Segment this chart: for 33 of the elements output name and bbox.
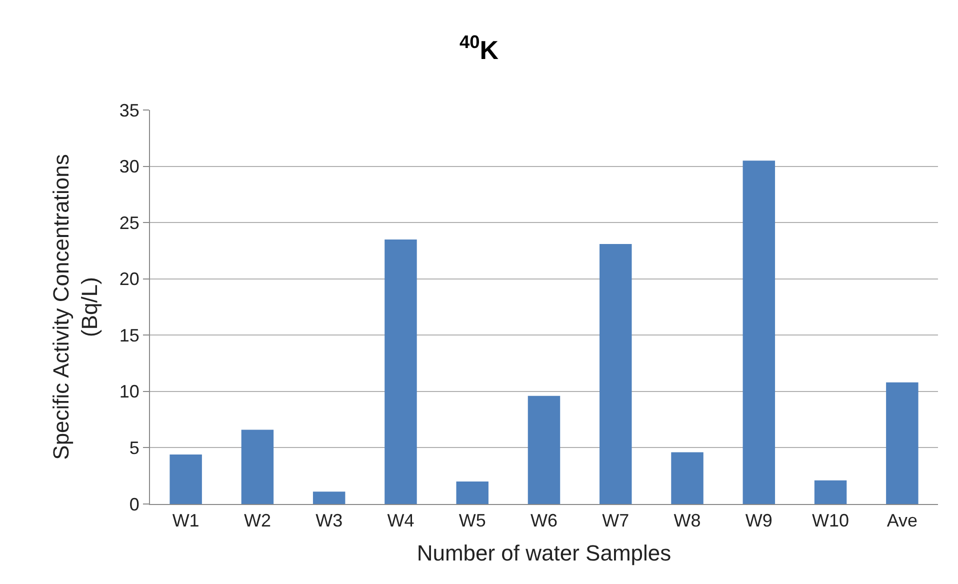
- x-tick-label: W4: [387, 510, 414, 531]
- x-tick-label: W9: [745, 510, 772, 531]
- bar: [528, 396, 560, 504]
- y-tick-label: 5: [129, 438, 140, 458]
- bar: [742, 160, 776, 504]
- bar: [312, 492, 346, 504]
- bar: [384, 239, 417, 504]
- y-tick-label: 20: [119, 269, 140, 290]
- bar: [814, 480, 847, 504]
- y-tick-label: 25: [119, 212, 140, 233]
- y-tick-label: 10: [119, 382, 140, 402]
- y-tick-label: 30: [119, 156, 140, 177]
- x-tick-label: W10: [812, 510, 850, 531]
- y-tick-label: 15: [119, 325, 140, 346]
- x-tick-label: W3: [316, 510, 343, 531]
- x-tick-label: W8: [674, 510, 701, 531]
- x-tick-label: W2: [244, 510, 271, 531]
- x-tick-label: W1: [172, 510, 200, 531]
- bar: [671, 452, 704, 504]
- x-axis-title: Number of water Samples: [416, 540, 672, 566]
- x-tick-label: Ave: [886, 510, 918, 531]
- bar: [886, 382, 918, 504]
- x-tick-label: W6: [530, 510, 558, 531]
- bar: [456, 481, 488, 504]
- x-tick-label: W7: [602, 510, 630, 531]
- y-tick-label: 35: [119, 100, 140, 120]
- chart-title: $^{40}$K: [459, 32, 499, 66]
- x-tick-label: W5: [458, 510, 486, 531]
- bar: [600, 244, 632, 504]
- bar: [241, 430, 274, 504]
- y-axis-title: Specific Activity Concentrations (Bq/L): [48, 154, 102, 460]
- bar: [170, 454, 202, 504]
- y-tick-label: 0: [129, 494, 140, 514]
